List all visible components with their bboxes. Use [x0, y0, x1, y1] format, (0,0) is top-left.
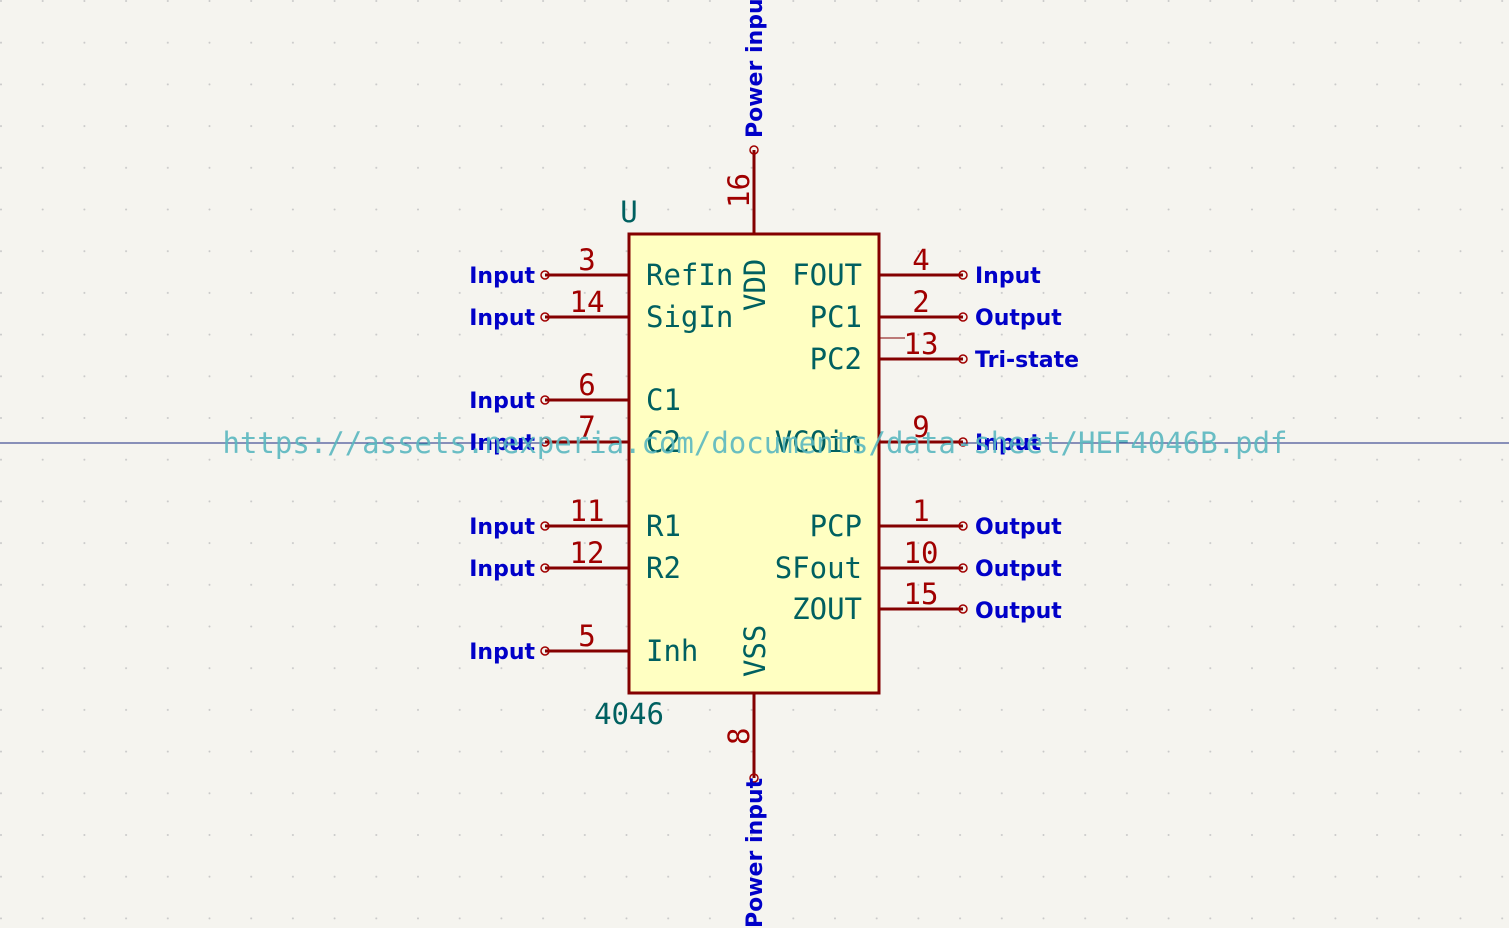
etype-pin-10: Output — [975, 557, 1062, 582]
pin-endpoints[interactable] — [540, 145, 968, 783]
right-pin-lines — [879, 273, 963, 611]
pin-name-vss: VSS — [738, 625, 772, 677]
pin-number-13: 13 — [904, 327, 939, 361]
etype-pin-7: Input — [469, 431, 535, 456]
pin-name-pc1: PC1 — [810, 300, 862, 334]
etype-pin-6: Input — [469, 389, 535, 414]
left-pin-lines — [545, 273, 629, 653]
etype-pin-11: Input — [469, 515, 535, 540]
pin-number-8: 8 — [722, 728, 756, 745]
pin-number-3: 3 — [578, 243, 595, 277]
etype-pin-12: Input — [469, 557, 535, 582]
etype-pin-15: Output — [975, 599, 1062, 624]
pin-name-sfout: SFout — [775, 551, 862, 585]
pin-number-9: 9 — [912, 410, 929, 444]
pin-name-r2: R2 — [646, 551, 681, 585]
pin-name-refin: RefIn — [646, 258, 733, 292]
ic-body[interactable] — [627, 232, 881, 695]
pin-name-inh: Inh — [646, 634, 698, 668]
etype-pin-13: Tri-state — [975, 348, 1079, 373]
pin-name-c2: C2 — [646, 425, 681, 459]
pin-name-pc2: PC2 — [810, 342, 862, 376]
pin-name-vdd: VDD — [738, 259, 772, 311]
etype-pin-4: Input — [975, 264, 1041, 289]
reference-designator: U — [620, 195, 637, 229]
etype-pin-1: Output — [975, 515, 1062, 540]
etype-pin-9: Input — [975, 431, 1041, 456]
etype-pin-3: Input — [469, 264, 535, 289]
pin-name-zout: ZOUT — [792, 592, 862, 626]
pin-name-r1: R1 — [646, 509, 681, 543]
value-label: 4046 — [594, 697, 664, 731]
pin-number-4: 4 — [912, 243, 929, 277]
pin-number-1: 1 — [912, 494, 929, 528]
pin-number-12: 12 — [570, 536, 605, 570]
pin-number-11: 11 — [570, 494, 605, 528]
pin-number-7: 7 — [578, 410, 595, 444]
pin-number-5: 5 — [578, 619, 595, 653]
pin-number-16: 16 — [722, 173, 756, 208]
pin-number-10: 10 — [904, 536, 939, 570]
etype-pin-5: Input — [469, 640, 535, 665]
pin-name-vcoin: VCOin — [775, 425, 862, 459]
pin-number-2: 2 — [912, 285, 929, 319]
pin-name-c1: C1 — [646, 383, 681, 417]
etype-pin-16: Power input — [743, 0, 768, 138]
pin-name-pcp: PCP — [810, 509, 862, 543]
pin-number-15: 15 — [904, 577, 939, 611]
etype-pin-14: Input — [469, 306, 535, 331]
pin-name-fout: FOUT — [792, 258, 862, 292]
etype-pin-8: Power input — [743, 777, 768, 928]
pin-number-14: 14 — [570, 285, 605, 319]
etype-pin-2: Output — [975, 306, 1062, 331]
pin-name-sigin: SigIn — [646, 300, 733, 334]
pin-number-6: 6 — [578, 368, 595, 402]
datasheet-url[interactable]: https://assets.nexperia.com/documents/da… — [222, 426, 1287, 460]
